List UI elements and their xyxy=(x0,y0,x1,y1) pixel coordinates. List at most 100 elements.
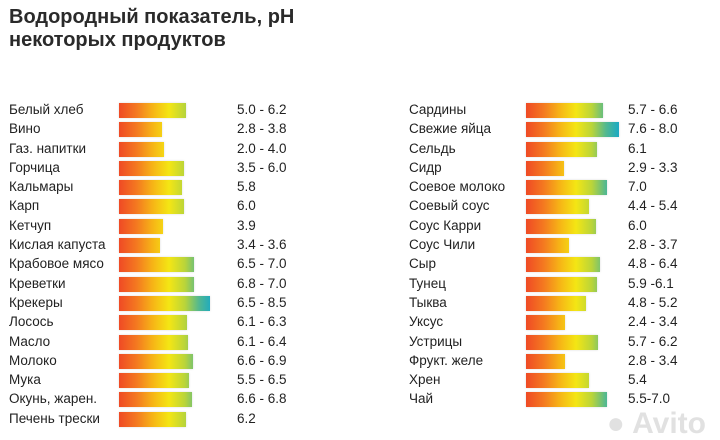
chart-row: Хрен 5.4 xyxy=(409,371,720,390)
chart-row: Соус Чили 2.8 - 3.7 xyxy=(409,236,720,255)
ph-bar xyxy=(526,218,596,234)
chart-row: Вино 2.8 - 3.8 xyxy=(9,120,309,139)
ph-value-label: 2.8 - 3.8 xyxy=(237,121,287,137)
ph-value-label: 2.8 - 3.7 xyxy=(628,237,678,253)
chart-row: Масло 6.1 - 6.4 xyxy=(9,333,309,352)
category-label: Крекеры xyxy=(9,294,63,310)
ph-bar xyxy=(119,238,160,254)
ph-value-label: 6.1 xyxy=(628,140,647,156)
category-label: Масло xyxy=(9,333,51,349)
category-label: Лосось xyxy=(9,314,54,330)
chart-row: Белый хлеб 5.0 - 6.2 xyxy=(9,101,309,120)
ph-bar xyxy=(119,257,195,273)
ph-value-label: 2.9 - 3.3 xyxy=(628,159,678,175)
category-label: Сардины xyxy=(409,102,467,117)
title-line-2: некоторых продуктов xyxy=(9,29,226,51)
ph-bar xyxy=(119,315,188,331)
category-label: Креветки xyxy=(9,275,66,291)
chart-row: Свежие яйца 7.6 - 8.0 xyxy=(409,120,720,139)
avito-logo-dot-icon: ● xyxy=(606,407,633,440)
category-label: Чай xyxy=(409,391,434,407)
ph-value-label: 7.0 xyxy=(628,179,647,195)
chart-row: Чай 5.5-7.0 xyxy=(409,390,720,409)
ph-value-label: 5.4 xyxy=(628,372,647,388)
category-label: Свежие яйца xyxy=(409,121,492,137)
chart-row: Соус Карри 6.0 xyxy=(409,217,720,236)
chart-row: Карп 6.0 xyxy=(9,197,309,216)
ph-bar xyxy=(119,160,185,176)
ph-value-label: 6.1 - 6.3 xyxy=(237,314,287,330)
ph-bar xyxy=(119,218,163,234)
ph-value-label: 2.4 - 3.4 xyxy=(628,314,678,330)
ph-bar xyxy=(119,295,210,311)
ph-value-label: 6.6 - 6.8 xyxy=(237,391,287,407)
ph-bar xyxy=(119,411,187,427)
ph-value-label: 5.0 - 6.2 xyxy=(237,102,287,117)
ph-value-label: 6.0 xyxy=(628,217,647,233)
ph-value-label: 6.0 xyxy=(237,198,256,214)
category-label: Окунь, жарен. xyxy=(9,391,98,407)
ph-bar xyxy=(526,257,601,273)
ph-value-label: 5.7 - 6.2 xyxy=(628,333,678,349)
ph-value-label: 6.5 - 7.0 xyxy=(237,256,287,272)
category-label: Тыква xyxy=(409,294,447,310)
ph-bar xyxy=(526,353,566,369)
chart-row: Устрицы 5.7 - 6.2 xyxy=(409,333,720,352)
category-label: Кислая капуста xyxy=(9,237,106,253)
ph-value-label: 5.5-7.0 xyxy=(628,391,671,407)
category-label: Устрицы xyxy=(409,333,463,349)
category-label: Тунец xyxy=(409,275,446,291)
category-label: Кальмары xyxy=(9,179,74,195)
chart-row: Креветки 6.8 - 7.0 xyxy=(9,275,309,294)
ph-bar xyxy=(526,295,587,311)
ph-value-label: 3.5 - 6.0 xyxy=(237,159,287,175)
chart-row: Тунец 5.9 -6.1 xyxy=(409,275,720,294)
ph-bar xyxy=(526,199,589,215)
ph-bar xyxy=(119,392,193,408)
category-label: Мука xyxy=(9,372,41,388)
title-line-1: Водородный показатель, pH xyxy=(9,6,295,28)
page-title: Водородный показатель, pH некоторых прод… xyxy=(9,6,294,52)
chart-row: Печень трески 6.2 xyxy=(9,410,309,429)
ph-bar xyxy=(119,353,194,369)
category-label: Печень трески xyxy=(9,410,100,426)
category-label: Хрен xyxy=(409,372,441,388)
ph-value-label: 4.4 - 5.4 xyxy=(628,198,678,214)
watermark-text: Avito xyxy=(632,407,706,440)
ph-value-label: 6.8 - 7.0 xyxy=(237,275,287,291)
ph-bar xyxy=(526,238,569,254)
category-label: Соевый соус xyxy=(409,198,490,214)
ph-value-label: 2.8 - 3.4 xyxy=(628,352,678,368)
ph-bar xyxy=(526,334,598,350)
right-column: Сардины 5.7 - 6.6 Свежие яйца 7.6 - 8.0 Сель… xyxy=(409,101,720,410)
chart-row: Крабовое мясо 6.5 - 7.0 xyxy=(9,255,309,274)
category-label: Соевое молоко xyxy=(409,179,506,195)
left-column: Белый хлеб 5.0 - 6.2 Вино 2.8 - 3.8 Газ. нап… xyxy=(9,101,309,429)
chart-row: Сардины 5.7 - 6.6 xyxy=(409,101,720,120)
chart-row: Фрукт. желе 2.8 - 3.4 xyxy=(409,352,720,371)
ph-value-label: 6.1 - 6.4 xyxy=(237,333,287,349)
category-label: Уксус xyxy=(409,314,444,330)
ph-bar xyxy=(119,122,162,138)
chart-row: Крекеры 6.5 - 8.5 xyxy=(9,294,309,313)
category-label: Кетчуп xyxy=(9,217,52,233)
ph-value-label: 7.6 - 8.0 xyxy=(628,121,678,137)
category-label: Вино xyxy=(9,121,41,137)
ph-bar xyxy=(526,392,608,408)
ph-value-label: 3.4 - 3.6 xyxy=(237,237,287,253)
ph-bar xyxy=(526,276,597,292)
ph-value-label: 5.9 -6.1 xyxy=(628,275,674,291)
ph-bar xyxy=(119,141,164,157)
ph-value-label: 5.8 xyxy=(237,179,256,195)
category-label: Газ. напитки xyxy=(9,140,87,156)
chart-row: Горчица 3.5 - 6.0 xyxy=(9,159,309,178)
ph-bar xyxy=(526,315,566,331)
chart-row: Уксус 2.4 - 3.4 xyxy=(409,313,720,332)
category-label: Фрукт. желе xyxy=(409,352,484,368)
chart-row: Молоко 6.6 - 6.9 xyxy=(9,352,309,371)
ph-value-label: 4.8 - 5.2 xyxy=(628,294,678,310)
ph-value-label: 5.7 - 6.6 xyxy=(628,102,678,117)
category-label: Сидр xyxy=(409,159,442,175)
ph-value-label: 3.9 xyxy=(237,217,256,233)
ph-value-label: 6.5 - 8.5 xyxy=(237,294,287,310)
